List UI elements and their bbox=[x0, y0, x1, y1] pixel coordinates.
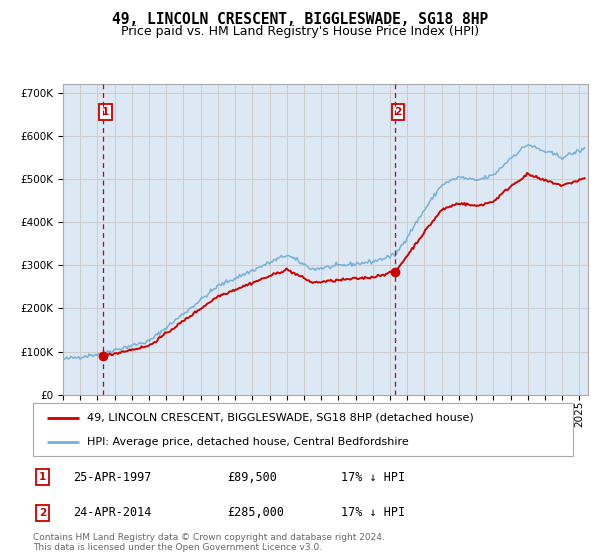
Text: HPI: Average price, detached house, Central Bedfordshire: HPI: Average price, detached house, Cent… bbox=[87, 437, 409, 447]
Text: 17% ↓ HPI: 17% ↓ HPI bbox=[341, 471, 405, 484]
Text: 2: 2 bbox=[39, 508, 46, 518]
Text: 17% ↓ HPI: 17% ↓ HPI bbox=[341, 506, 405, 519]
Text: 49, LINCOLN CRESCENT, BIGGLESWADE, SG18 8HP (detached house): 49, LINCOLN CRESCENT, BIGGLESWADE, SG18 … bbox=[87, 413, 474, 423]
Text: 25-APR-1997: 25-APR-1997 bbox=[74, 471, 152, 484]
Text: £285,000: £285,000 bbox=[227, 506, 284, 519]
Text: This data is licensed under the Open Government Licence v3.0.: This data is licensed under the Open Gov… bbox=[33, 543, 322, 552]
Text: 2: 2 bbox=[394, 107, 401, 117]
Text: Contains HM Land Registry data © Crown copyright and database right 2024.: Contains HM Land Registry data © Crown c… bbox=[33, 533, 385, 542]
Text: 24-APR-2014: 24-APR-2014 bbox=[74, 506, 152, 519]
Text: £89,500: £89,500 bbox=[227, 471, 277, 484]
Text: 49, LINCOLN CRESCENT, BIGGLESWADE, SG18 8HP: 49, LINCOLN CRESCENT, BIGGLESWADE, SG18 … bbox=[112, 12, 488, 27]
Text: 1: 1 bbox=[39, 472, 46, 482]
Text: Price paid vs. HM Land Registry's House Price Index (HPI): Price paid vs. HM Land Registry's House … bbox=[121, 25, 479, 38]
Text: 1: 1 bbox=[102, 107, 109, 117]
FancyBboxPatch shape bbox=[33, 403, 573, 456]
